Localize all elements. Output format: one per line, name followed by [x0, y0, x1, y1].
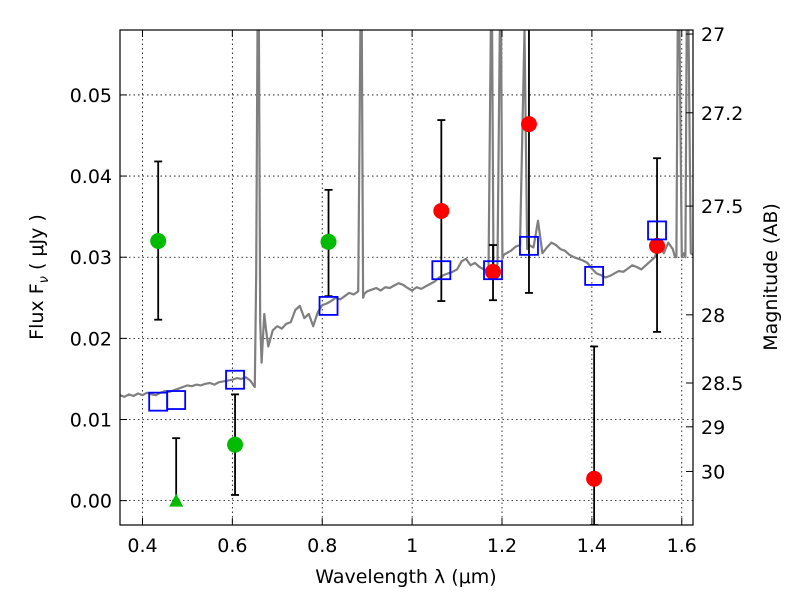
- upper-limit-marker: [169, 493, 184, 507]
- data-point: [150, 232, 167, 249]
- model-point: [166, 390, 187, 410]
- model-point: [647, 220, 667, 241]
- y2-tick-labels: 27 27.2 27.5 28 28.5 29 30: [701, 24, 743, 483]
- y2-tick-label: 29: [701, 417, 725, 439]
- model-point: [584, 265, 605, 286]
- data-point: [586, 470, 603, 487]
- y-tick-labels: 0.00 0.01 0.02 0.03 0.04 0.05: [70, 85, 112, 513]
- data-point: [433, 202, 450, 219]
- y-axis-label-unit: ( μJy ): [26, 214, 48, 276]
- plot-frame: [119, 29, 694, 526]
- x-tick-label: 0.4: [127, 535, 157, 557]
- y-tick-label: 0.05: [70, 85, 112, 107]
- y2-tick-label: 27.5: [701, 196, 743, 218]
- y2-tick-label: 27.2: [701, 103, 743, 125]
- model-point: [483, 260, 503, 281]
- y-tick-label: 0.01: [70, 410, 112, 432]
- model-point: [318, 296, 339, 316]
- x-tick-label: 1: [406, 535, 418, 557]
- data-point: [485, 263, 502, 280]
- y-axis-label-subscript: ν: [37, 276, 52, 283]
- y-tick-label: 0.04: [70, 166, 112, 188]
- model-point: [431, 260, 452, 281]
- data-point: [649, 237, 666, 254]
- data-point: [227, 436, 244, 453]
- model-point: [519, 235, 539, 256]
- x-tick-label: 1.2: [487, 535, 517, 557]
- y-tick-label: 0.02: [70, 328, 112, 350]
- x-tick-label: 1.4: [577, 535, 607, 557]
- x-tick-label: 0.6: [217, 535, 247, 557]
- y2-tick-label: 28.5: [701, 373, 743, 395]
- y-tick-label: 0.03: [70, 247, 112, 269]
- x-axis-label: Wavelength λ (μm): [315, 566, 496, 588]
- y2-tick-label: 27: [701, 24, 725, 46]
- data-markers-layer: [148, 116, 667, 507]
- x-tick-labels: 0.4 0.6 0.8 1 1.2 1.4 1.6: [127, 535, 697, 557]
- model-sed-line: [120, 30, 693, 398]
- model-point: [225, 369, 245, 390]
- x-tick-label: 1.6: [667, 535, 697, 557]
- y2-axis-label: Magnitude (AB): [760, 203, 782, 351]
- y-tick-label: 0.00: [70, 491, 112, 513]
- model-sed-layer: [120, 30, 693, 398]
- y-axis-label-main: Flux F: [26, 283, 48, 339]
- axis-ticks: [120, 30, 693, 525]
- data-point: [520, 116, 537, 133]
- y2-tick-label: 30: [701, 461, 725, 483]
- y2-tick-label: 28: [701, 305, 725, 327]
- x-tick-label: 0.8: [307, 535, 337, 557]
- data-point: [320, 233, 337, 250]
- y-axis-label: Flux Fν ( μJy ): [26, 214, 52, 340]
